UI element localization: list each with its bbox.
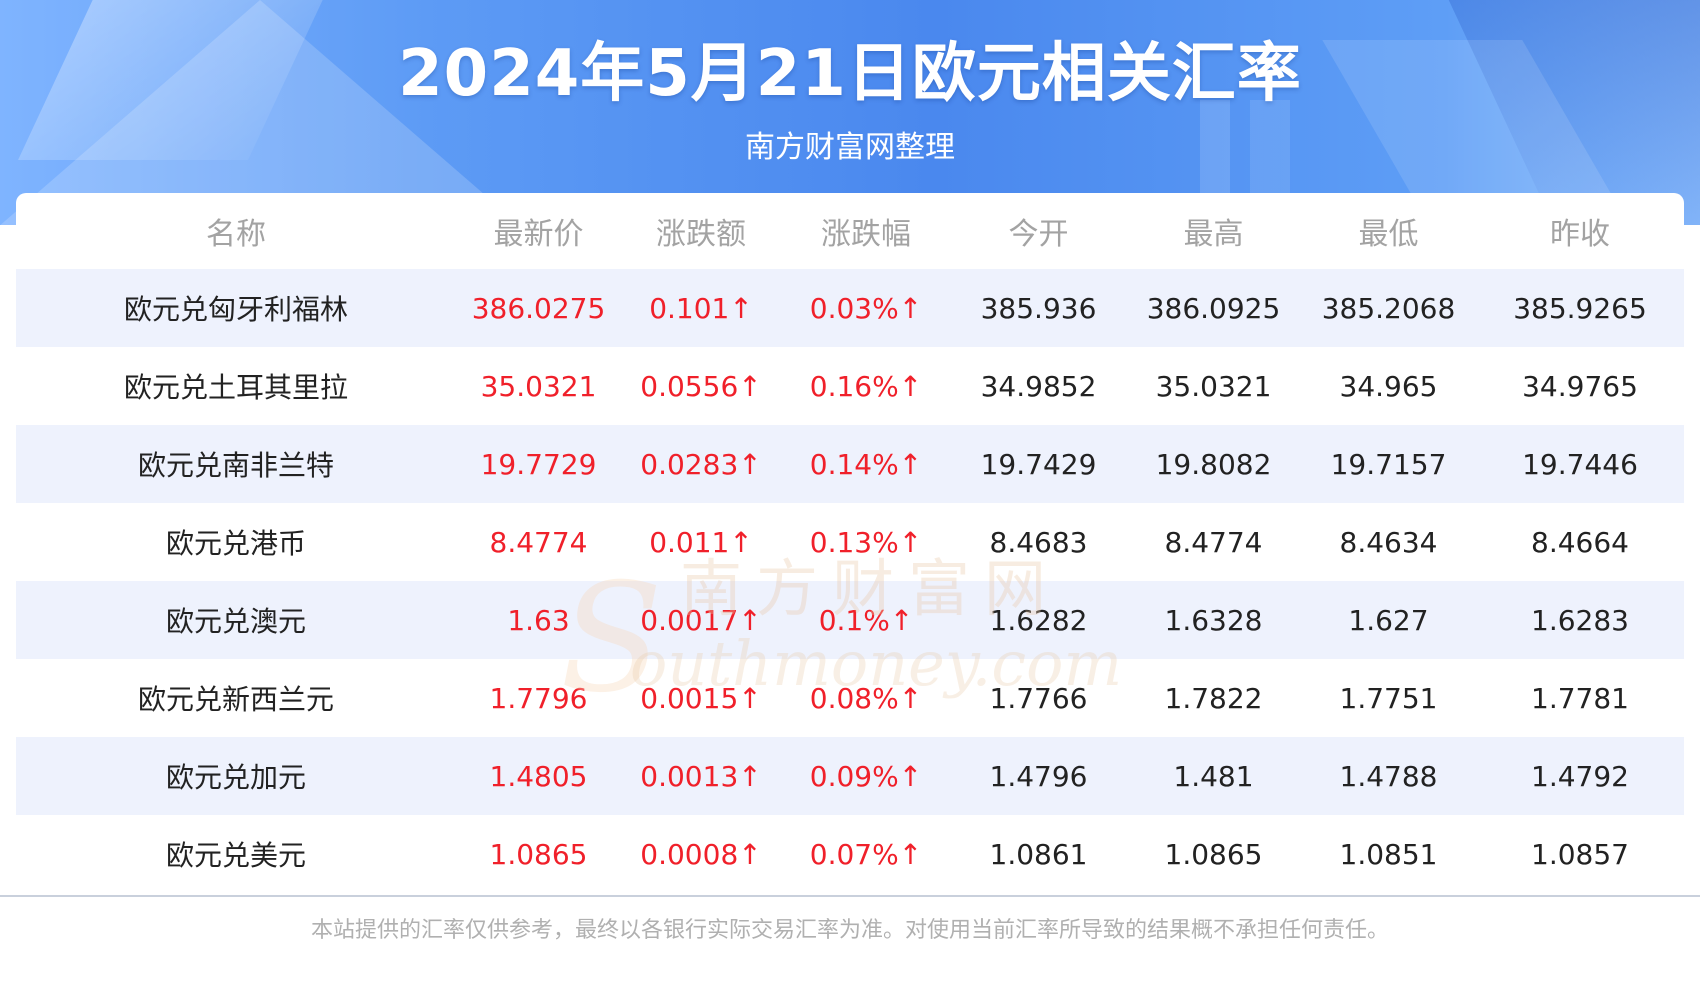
table-row: 欧元兑港币 8.4774 0.011↑ 0.13%↑ 8.4683 8.4774… [16,503,1684,581]
change-percent: 0.03%↑ [781,269,951,347]
open-price: 385.936 [951,269,1126,347]
change-percent: 0.08%↑ [781,659,951,737]
table-row: 欧元兑加元 1.4805 0.0013↑ 0.09%↑ 1.4796 1.481… [16,737,1684,815]
divider [0,895,1700,897]
prev-close-price: 385.9265 [1476,269,1684,347]
change-amount: 0.0015↑ [621,659,781,737]
change-percent: 0.16%↑ [781,347,951,425]
prev-close-price: 1.0857 [1476,815,1684,893]
high-price: 1.0865 [1126,815,1301,893]
column-header-latest: 最新价 [493,217,584,252]
high-price: 19.8082 [1126,425,1301,503]
change-amount: 0.101↑ [621,269,781,347]
low-price: 1.7751 [1301,659,1476,737]
prev-close-price: 8.4664 [1476,503,1684,581]
currency-pair-name: 欧元兑土耳其里拉 [16,347,456,425]
open-price: 1.0861 [951,815,1126,893]
table-row: 欧元兑美元 1.0865 0.0008↑ 0.07%↑ 1.0861 1.086… [16,815,1684,893]
page-subtitle: 南方财富网整理 [745,130,955,165]
change-amount: 0.0556↑ [621,347,781,425]
prev-close-price: 19.7446 [1476,425,1684,503]
column-header-prev-close: 昨收 [1550,217,1610,252]
change-percent: 0.1%↑ [781,581,951,659]
currency-pair-name: 欧元兑南非兰特 [16,425,456,503]
decorative-shape [0,0,560,225]
latest-price: 1.0865 [456,815,621,893]
low-price: 1.0851 [1301,815,1476,893]
latest-price: 19.7729 [456,425,621,503]
table-header-row: 名称 最新价 涨跌额 涨跌幅 今开 最高 最低 昨收 [16,193,1684,269]
column-header-open: 今开 [1008,217,1069,252]
exchange-rate-table: 名称 最新价 涨跌额 涨跌幅 今开 最高 最低 昨收 欧元兑匈牙利福林 386.… [16,193,1684,893]
low-price: 385.2068 [1301,269,1476,347]
column-header-change-pct: 涨跌幅 [821,217,911,252]
table-row: 欧元兑澳元 1.63 0.0017↑ 0.1%↑ 1.6282 1.6328 1… [16,581,1684,659]
prev-close-price: 34.9765 [1476,347,1684,425]
low-price: 19.7157 [1301,425,1476,503]
high-price: 1.6328 [1126,581,1301,659]
currency-pair-name: 欧元兑匈牙利福林 [16,269,456,347]
open-price: 34.9852 [951,347,1126,425]
open-price: 1.6282 [951,581,1126,659]
change-percent: 0.13%↑ [781,503,951,581]
latest-price: 1.7796 [456,659,621,737]
currency-pair-name: 欧元兑加元 [16,737,456,815]
currency-pair-name: 欧元兑新西兰元 [16,659,456,737]
column-header-name: 名称 [206,217,266,252]
change-amount: 0.0017↑ [621,581,781,659]
table-row: 欧元兑南非兰特 19.7729 0.0283↑ 0.14%↑ 19.7429 1… [16,425,1684,503]
header-banner: 2024年5月21日欧元相关汇率 南方财富网整理 [0,0,1700,225]
latest-price: 35.0321 [456,347,621,425]
page-title: 2024年5月21日欧元相关汇率 [398,37,1302,111]
change-amount: 0.011↑ [621,503,781,581]
low-price: 34.965 [1301,347,1476,425]
low-price: 1.627 [1301,581,1476,659]
high-price: 1.481 [1126,737,1301,815]
latest-price: 1.4805 [456,737,621,815]
column-header-low: 最低 [1358,217,1419,252]
currency-pair-name: 欧元兑澳元 [16,581,456,659]
prev-close-price: 1.6283 [1476,581,1684,659]
change-percent: 0.07%↑ [781,815,951,893]
table-row: 欧元兑匈牙利福林 386.0275 0.101↑ 0.03%↑ 385.936 … [16,269,1684,347]
high-price: 35.0321 [1126,347,1301,425]
latest-price: 1.63 [456,581,621,659]
change-amount: 0.0008↑ [621,815,781,893]
prev-close-price: 1.4792 [1476,737,1684,815]
open-price: 8.4683 [951,503,1126,581]
low-price: 8.4634 [1301,503,1476,581]
open-price: 1.7766 [951,659,1126,737]
latest-price: 8.4774 [456,503,621,581]
currency-pair-name: 欧元兑港币 [16,503,456,581]
high-price: 386.0925 [1126,269,1301,347]
disclaimer-footer: 本站提供的汇率仅供参考，最终以各银行实际交易汇率为准。对使用当前汇率所导致的结果… [310,918,1389,943]
change-amount: 0.0283↑ [621,425,781,503]
column-header-high: 最高 [1183,217,1244,252]
latest-price: 386.0275 [456,269,621,347]
open-price: 1.4796 [951,737,1126,815]
prev-close-price: 1.7781 [1476,659,1684,737]
column-header-change: 涨跌额 [656,217,746,252]
open-price: 19.7429 [951,425,1126,503]
high-price: 1.7822 [1126,659,1301,737]
table-row: 欧元兑土耳其里拉 35.0321 0.0556↑ 0.16%↑ 34.9852 … [16,347,1684,425]
change-percent: 0.09%↑ [781,737,951,815]
table-row: 欧元兑新西兰元 1.7796 0.0015↑ 0.08%↑ 1.7766 1.7… [16,659,1684,737]
change-percent: 0.14%↑ [781,425,951,503]
high-price: 8.4774 [1126,503,1301,581]
low-price: 1.4788 [1301,737,1476,815]
change-amount: 0.0013↑ [621,737,781,815]
currency-pair-name: 欧元兑美元 [16,815,456,893]
